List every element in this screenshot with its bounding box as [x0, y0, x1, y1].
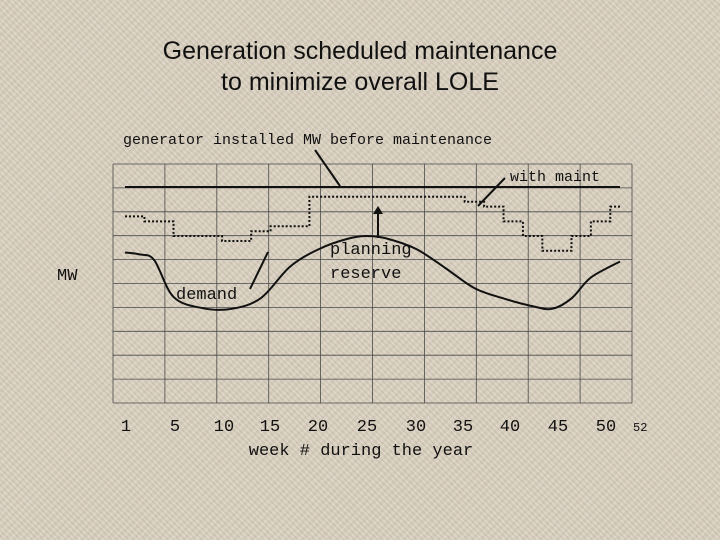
- y-axis-label: MW: [57, 267, 78, 286]
- annotation-with-maint-label: with maint: [510, 169, 600, 186]
- annotation-reserve-label-line-1: planning: [330, 241, 412, 260]
- x-tick-label: 1: [121, 418, 131, 437]
- x-tick-label: 10: [214, 418, 234, 437]
- annotation-demand-pointer: [249, 251, 269, 290]
- x-tick-label: 35: [453, 418, 473, 437]
- chart-title: Generation scheduled maintenance to mini…: [0, 36, 720, 98]
- annotation-with-maint-pointer: [477, 177, 506, 207]
- annotation-reserve-label-line-2: reserve: [330, 265, 401, 284]
- x-tick-label: 52: [633, 421, 647, 435]
- series-with-maint-line: [125, 195, 620, 252]
- annotation-demand-label: demand: [176, 286, 237, 305]
- annotation-installed-pointer: [314, 149, 341, 187]
- x-tick-label: 20: [308, 418, 328, 437]
- x-tick-label: 25: [357, 418, 377, 437]
- x-axis-label: week # during the year: [249, 442, 473, 461]
- chart-grid: [112, 163, 633, 404]
- x-tick-label: 15: [260, 418, 280, 437]
- chart-series: [124, 186, 621, 311]
- x-tick-label: 30: [406, 418, 426, 437]
- x-tick-label: 40: [500, 418, 520, 437]
- annotation-installed-label: generator installed MW before maintenanc…: [123, 132, 492, 149]
- series-demand-line: [124, 235, 621, 311]
- x-tick-label: 45: [548, 418, 568, 437]
- annotation-pointers: [249, 149, 506, 290]
- chart-title-line-1: Generation scheduled maintenance: [162, 37, 558, 65]
- annotation-reserve-arrowhead: [373, 206, 383, 214]
- x-tick-label: 50: [596, 418, 616, 437]
- chart-title-line-2: to minimize overall LOLE: [221, 68, 499, 96]
- x-tick-label: 5: [170, 418, 180, 437]
- chart-labels: generator installed MW before maintenanc…: [57, 132, 647, 461]
